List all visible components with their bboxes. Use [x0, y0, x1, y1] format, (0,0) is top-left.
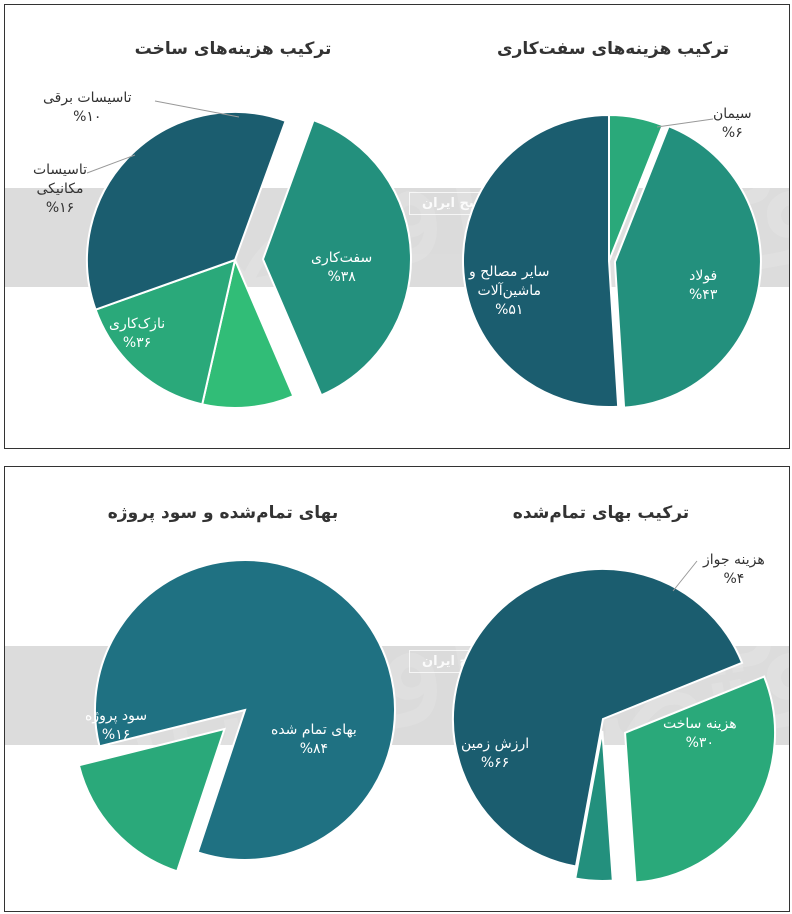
slice-label-finishing: نازک‌کاری %۳۶	[109, 316, 166, 351]
slice-final-cost	[94, 559, 396, 861]
slice-other-materials	[462, 113, 620, 408]
chart-title-structural-costs: ترکیب هزینه‌های سفت‌کاری	[497, 39, 729, 59]
leader-electrical	[154, 100, 240, 118]
chart-title-cost-and-profit: بهای تمام‌شده و سود پروژه	[107, 503, 339, 523]
slice-land-value	[452, 568, 744, 868]
slice-label-build-cost: هزینه ساخت %۳۰	[663, 716, 737, 751]
slice-label-structural: سفت‌کاری %۳۸	[311, 250, 373, 285]
slice-label-profit: سود پروژه %۱۶	[85, 708, 148, 743]
slice-label-permit: هزینه جواز %۴	[703, 552, 765, 587]
leader-permit	[672, 560, 698, 592]
slice-permit	[574, 730, 614, 882]
top-pies-svg	[86, 100, 762, 409]
slice-label-land-value: ارزش زمین %۶۶	[461, 736, 530, 771]
slice-structural	[261, 118, 412, 397]
slice-build-cost	[624, 675, 777, 884]
slice-profit	[77, 727, 226, 873]
chart-title-construction-costs: ترکیب هزینه‌های ساخت	[134, 39, 332, 59]
slice-finishing	[86, 111, 287, 311]
slice-electrical	[201, 256, 295, 409]
top-chart-panel: روزنامه صبح ایران دنیای اقتصاد دنیای اقت…	[4, 4, 790, 449]
chart-title-final-cost: ترکیب بهای تمام‌شده	[512, 503, 690, 523]
slice-label-other-materials: سایر مصالح و ماشین‌آلات %۵۱	[469, 264, 550, 318]
slice-label-steel: فولاد %۴۳	[689, 268, 718, 303]
slice-mechanical	[94, 258, 237, 406]
slice-label-cement: سیمان %۶	[713, 106, 752, 141]
leader-mechanical	[86, 154, 136, 174]
bottom-pies-svg	[77, 559, 777, 884]
slice-label-mechanical: تاسیسات مکانیکی %۱۶	[32, 162, 88, 216]
slice-label-electrical: تاسیسات برقی %۱۰	[43, 90, 132, 125]
bottom-chart-panel: روزنامه صبح ایران دنیای اقتصاد دنیای اقت…	[4, 466, 790, 912]
slice-label-final-cost: بهای تمام شده %۸۴	[271, 722, 357, 757]
slice-steel	[613, 124, 762, 409]
leader-cement	[656, 118, 714, 128]
